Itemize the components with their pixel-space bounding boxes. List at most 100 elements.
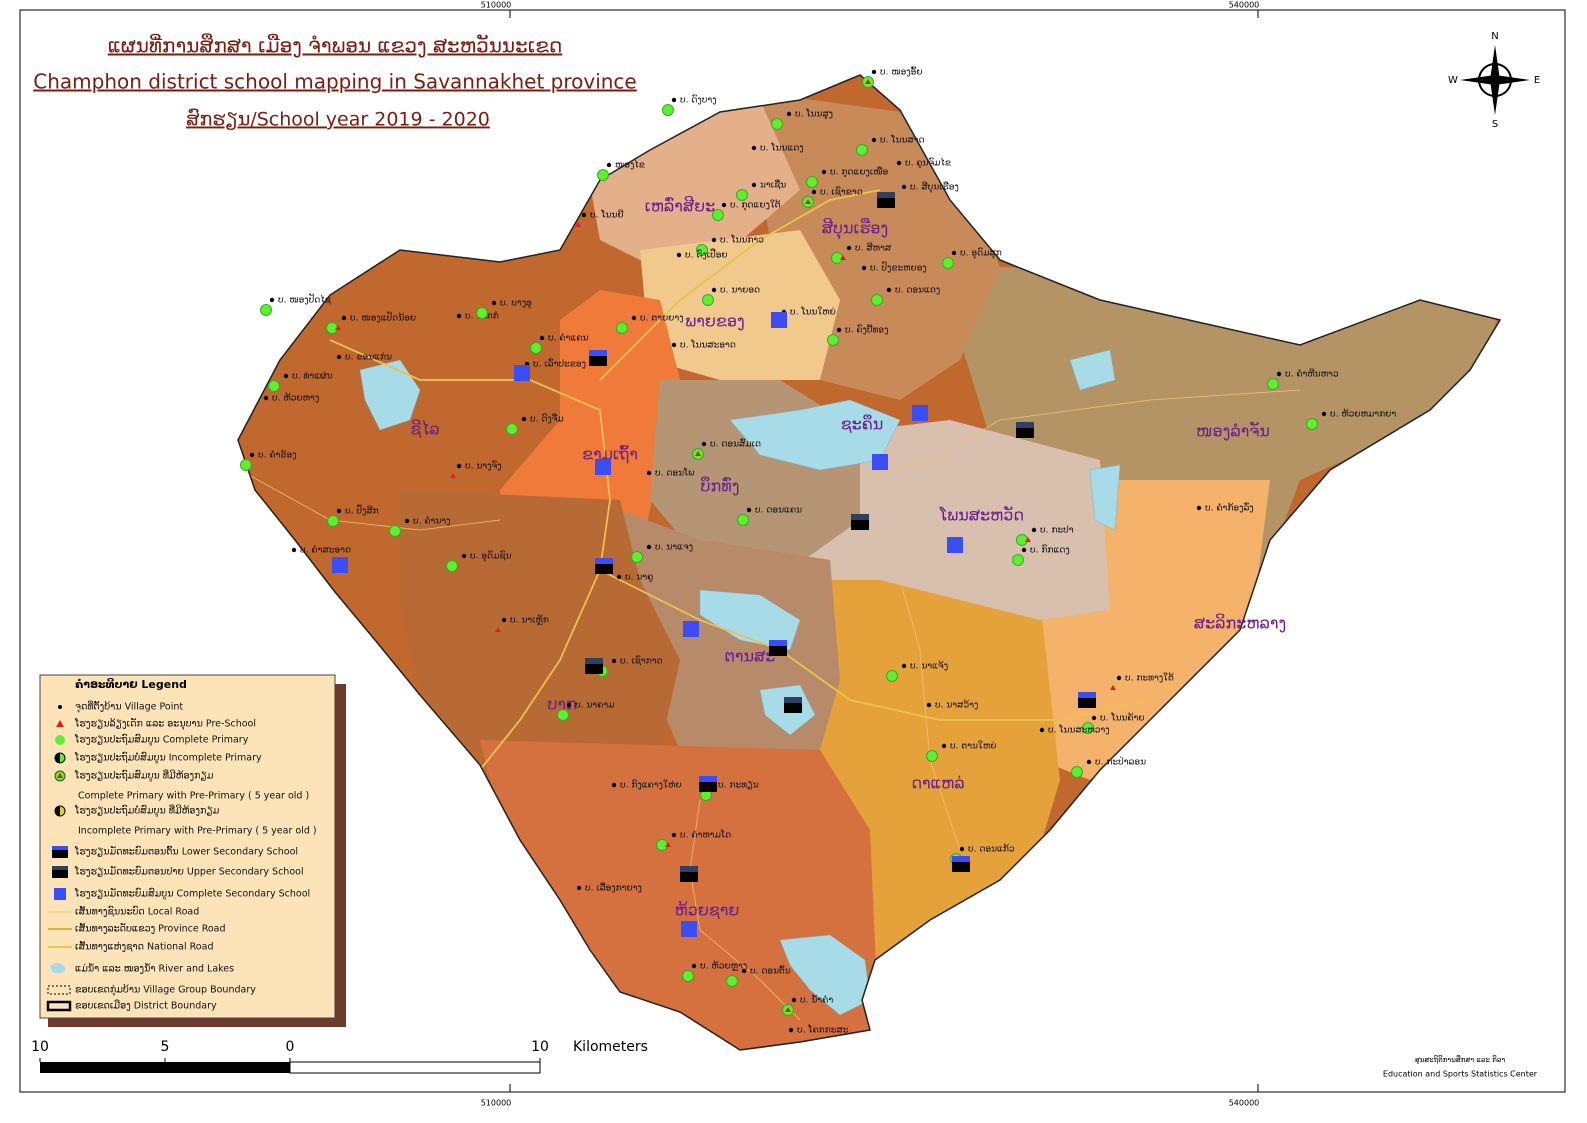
village-point	[611, 782, 617, 788]
legend-symbol	[55, 735, 65, 745]
legend-label: ໂຮງຮຽນມັດທະຍົມຕອນປາຍ Upper Secondary Sch…	[74, 866, 304, 877]
village-label: ບ. ນາຄູ	[625, 573, 653, 583]
legend-symbol	[50, 963, 66, 974]
village-label: ບ. ຄຳຫາມໂດ	[680, 830, 731, 841]
zone-label: ດາແຫລ່	[911, 774, 964, 793]
village-label: ບ. ປົ່ງສີກ	[345, 504, 379, 516]
village-point	[896, 160, 902, 166]
complete-secondary	[771, 312, 787, 328]
village-label: ບ. ໂນນສູງ	[795, 109, 833, 120]
village-label: ບ. ນາແຈ້ງ	[910, 660, 948, 671]
village-label: ບ. ດົງຈີ່ມ	[530, 413, 564, 424]
village-label: ບ. ກະປາ	[1040, 526, 1074, 536]
village-point	[1196, 505, 1202, 511]
zone-fill	[780, 420, 1110, 620]
village-point	[631, 315, 637, 321]
village-label: ບ. ຄຳນາງ	[413, 516, 451, 526]
legend-description: Incomplete Primary with Pre-Primary ( 5 …	[78, 826, 317, 837]
village-point	[821, 169, 827, 175]
village-point	[671, 832, 677, 838]
legend-label: ໂຮງຮຽນປະຖົມສົມບູນ ທີ່ມີຫ້ອງກຽມ	[74, 770, 214, 781]
village-point	[1321, 411, 1327, 417]
village-point	[751, 182, 757, 188]
compass-south: S	[1492, 119, 1498, 130]
legend-label: ໂຮງຮຽນປະຖົມບໍ່ສົມບູນ Incomplete Primary	[74, 752, 262, 763]
village-point	[926, 702, 932, 708]
village-point	[456, 463, 462, 469]
road	[689, 799, 801, 1021]
road	[239, 469, 501, 531]
village-point	[711, 237, 717, 243]
village-label: ບ. ຄຳແຄນ	[548, 333, 588, 343]
village-point	[941, 743, 947, 749]
legend-label: ເສັ້ນທາງແຫ່ງຊາດ National Road	[75, 941, 213, 952]
zone-label: ຊີໄລ	[410, 419, 439, 438]
village-point	[951, 250, 957, 256]
primary-school	[856, 144, 868, 156]
secondary-band	[680, 866, 698, 872]
pre-school	[450, 473, 456, 478]
title-lao: ແຜນທີ່ການສຶກສາ ເມືອງ ຈຳພອນ ແຂວງ ສະຫວັນນະ…	[108, 33, 563, 57]
secondary-band	[589, 350, 607, 356]
village-point	[336, 508, 342, 514]
village-label: ບ. ກຸດແຍງໃຕ້	[730, 200, 781, 212]
secondary-band	[784, 697, 802, 703]
village-label: ບ. ຄຳຫີນຫາວ	[1285, 368, 1339, 379]
village-point	[701, 441, 707, 447]
village-label: ບ. ໂນນສາດ	[880, 135, 925, 146]
village-point	[646, 470, 652, 476]
village-point	[791, 997, 797, 1003]
village-label: ບ. ຄົງບີ້ທອງ	[845, 324, 888, 335]
village-label: ບ. ກະທາງໃຕ້	[1125, 673, 1174, 684]
village-point	[566, 702, 572, 708]
legend-symbol	[47, 985, 71, 995]
village-point	[1276, 371, 1282, 377]
village-label: ບ. ປົງຂະຫຍອງ	[870, 262, 927, 274]
lake	[1089, 464, 1121, 531]
primary-school	[926, 750, 938, 762]
legend-label: ໂຮງຮຽນລ້ຽງເດັກ ແລະ ອະນຸບານ Pre-School	[74, 719, 256, 731]
primary-school	[737, 514, 749, 526]
village-point	[1091, 715, 1097, 721]
pre-school	[335, 325, 341, 330]
village-point	[249, 452, 255, 458]
primary-school	[506, 423, 518, 435]
scale-label: 10	[31, 1039, 49, 1055]
village-point	[336, 354, 342, 360]
zone-label: ຫ້ວຍຊາຍ	[675, 900, 740, 919]
village-point	[1086, 759, 1092, 765]
zone-label: ຂາມເຖົ້າ	[582, 445, 638, 464]
primary-school	[327, 515, 339, 527]
complete-secondary	[912, 405, 928, 421]
zone-label: ສະລິກະຫລາງ	[1194, 613, 1286, 632]
legend-symbol	[46, 1000, 72, 1012]
primary-school	[682, 970, 694, 982]
village-point	[1039, 727, 1045, 733]
village-label: ນາເຊີ່ນ	[760, 179, 786, 190]
village-label: ບ. ເລົ່າປະຂອງ	[533, 358, 586, 369]
village-point	[539, 335, 545, 341]
primary-school	[616, 322, 628, 334]
village-label: ບ. ກຸດແຍງເໜືອ	[830, 166, 888, 178]
easting-label: 540000	[1229, 1099, 1260, 1108]
map-frame	[19, 9, 1566, 1093]
primary-school	[1082, 722, 1094, 734]
primary-school	[696, 244, 708, 256]
village-label: ບ. ດອນຕົ້ນ	[750, 965, 791, 976]
compass-north: N	[1491, 31, 1498, 42]
village-label: ບ. ຫ້ວຍຫຼາງ	[700, 960, 747, 971]
village-label: ບ. ສີຫາສ	[855, 242, 892, 253]
lake	[699, 589, 801, 651]
easting-label: 510000	[481, 1099, 512, 1108]
road	[859, 389, 1301, 481]
complete-secondary	[681, 921, 697, 937]
scale-label: 0	[286, 1039, 295, 1055]
legend-symbol	[56, 720, 64, 727]
village-point	[1031, 527, 1037, 533]
complete-secondary	[947, 537, 963, 553]
pre-school	[665, 842, 671, 847]
primary-school	[771, 118, 783, 130]
legend-symbol	[54, 888, 66, 900]
village-label: ບ. ໂນນສະອາດ	[680, 340, 736, 351]
